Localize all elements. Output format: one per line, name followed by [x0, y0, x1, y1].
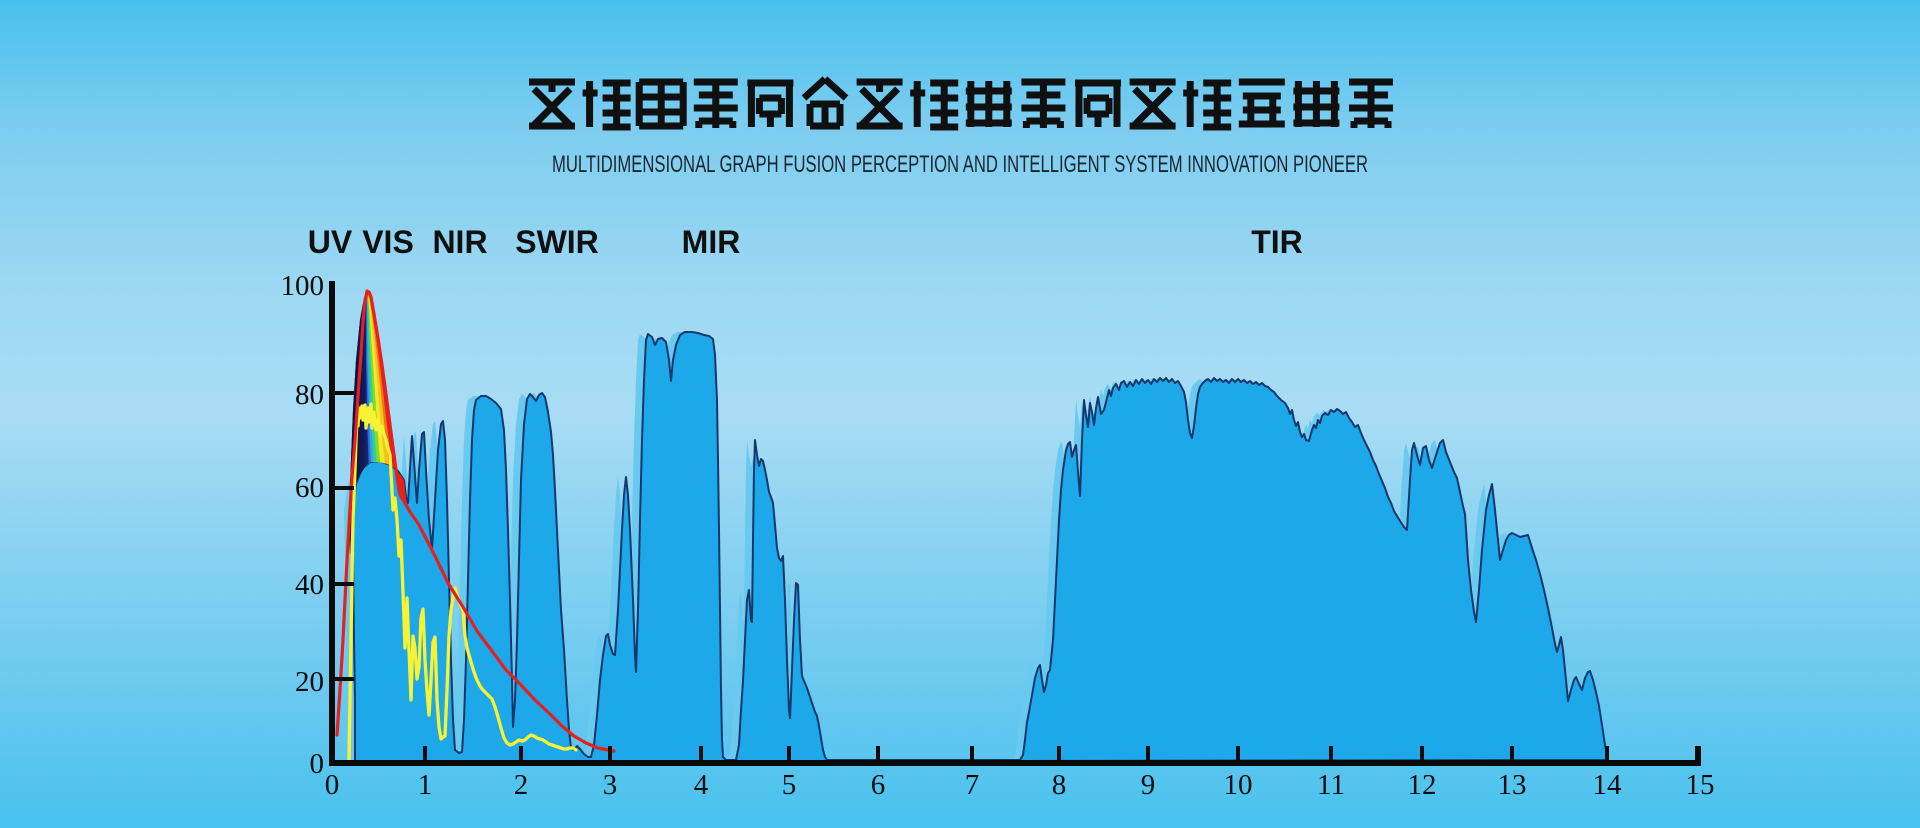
- svg-text:14: 14: [1593, 769, 1623, 801]
- svg-text:60: 60: [295, 472, 324, 504]
- svg-text:VIS: VIS: [362, 224, 414, 260]
- svg-text:4: 4: [694, 769, 709, 801]
- svg-text:11: 11: [1317, 769, 1345, 801]
- svg-text:100: 100: [281, 270, 325, 302]
- svg-text:13: 13: [1498, 769, 1527, 801]
- svg-text:2: 2: [514, 769, 529, 801]
- svg-text:8: 8: [1052, 769, 1067, 801]
- svg-text:12: 12: [1408, 769, 1437, 801]
- svg-text:5: 5: [782, 769, 797, 801]
- svg-text:15: 15: [1686, 769, 1715, 801]
- svg-text:0: 0: [325, 769, 340, 801]
- svg-text:1: 1: [418, 769, 433, 801]
- svg-text:10: 10: [1224, 769, 1253, 801]
- svg-text:MIR: MIR: [682, 224, 741, 260]
- svg-text:UV: UV: [308, 224, 353, 260]
- svg-text:MULTIDIMENSIONAL GRAPH FUSION: MULTIDIMENSIONAL GRAPH FUSION PERCEPTION…: [552, 151, 1368, 178]
- svg-text:7: 7: [965, 769, 980, 801]
- svg-text:80: 80: [295, 379, 324, 411]
- svg-text:3: 3: [603, 769, 618, 801]
- svg-text:20: 20: [295, 666, 324, 698]
- svg-text:SWIR: SWIR: [515, 224, 599, 260]
- svg-text:TIR: TIR: [1251, 224, 1303, 260]
- svg-text:0: 0: [310, 748, 325, 780]
- svg-text:40: 40: [295, 569, 324, 601]
- svg-text:NIR: NIR: [432, 224, 487, 260]
- svg-text:6: 6: [871, 769, 886, 801]
- svg-text:9: 9: [1141, 769, 1156, 801]
